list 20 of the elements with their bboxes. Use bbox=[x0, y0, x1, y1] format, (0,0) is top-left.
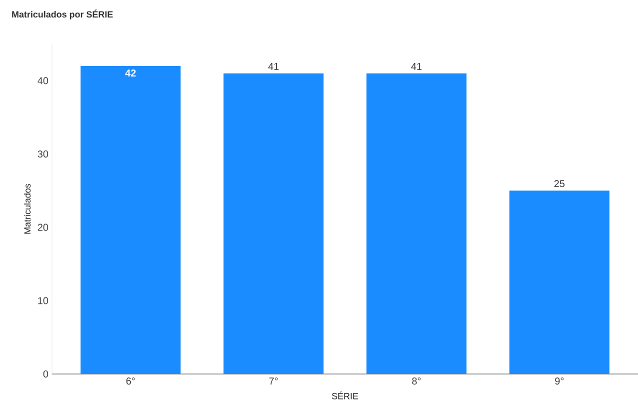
bar bbox=[224, 73, 324, 374]
x-axis-title: SÉRIE bbox=[332, 391, 358, 400]
data-label: 42 bbox=[125, 70, 136, 76]
bar bbox=[366, 73, 466, 374]
bar bbox=[509, 190, 610, 374]
x-tick-label: 7° bbox=[269, 378, 278, 384]
y-tick-label: 20 bbox=[38, 224, 48, 231]
y-tick-label: 0 bbox=[43, 370, 48, 378]
chart-title: Matriculados por SÉRIE bbox=[12, 10, 113, 20]
y-tick-label: 10 bbox=[38, 297, 48, 304]
data-label: 41 bbox=[411, 62, 422, 70]
x-tick-label: 8° bbox=[412, 378, 421, 385]
x-tick-label: 6° bbox=[126, 378, 135, 385]
y-axis-title: Matriculados bbox=[24, 184, 31, 234]
x-tick-label: 9° bbox=[555, 378, 564, 385]
y-tick-label: 30 bbox=[38, 150, 48, 158]
bar bbox=[80, 66, 181, 374]
data-label: 41 bbox=[268, 62, 279, 70]
data-label: 25 bbox=[554, 180, 565, 188]
y-tick-label: 40 bbox=[38, 77, 48, 84]
